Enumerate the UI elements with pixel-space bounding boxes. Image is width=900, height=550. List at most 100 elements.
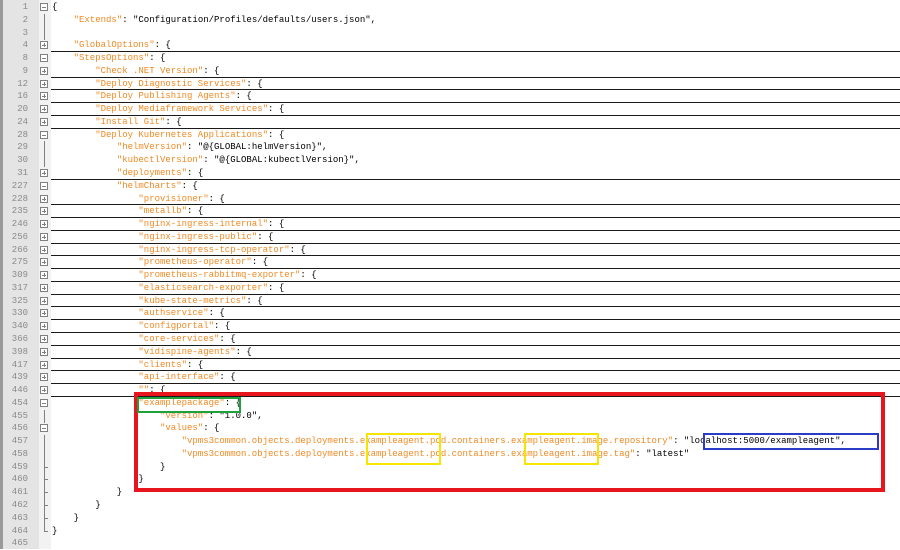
expand-fold-icon[interactable] bbox=[40, 207, 48, 216]
expand-fold-icon[interactable] bbox=[40, 220, 48, 229]
code-line[interactable]: 235 "metallb": { bbox=[0, 205, 900, 219]
collapse-fold-icon[interactable] bbox=[40, 130, 48, 139]
code-line[interactable]: 31 "deployments": { bbox=[0, 167, 900, 180]
code-line[interactable]: 246 "nginx-ingress-internal": { bbox=[0, 218, 900, 231]
code-line[interactable]: 458 "vpms3common.objects.deployments.exam… bbox=[0, 447, 900, 461]
folded-region-separator bbox=[51, 127, 900, 129]
expand-fold-icon[interactable] bbox=[40, 360, 48, 369]
code-text: "vidispine-agents": { bbox=[138, 346, 251, 359]
code-line[interactable]: 29 "helmVersion": "@{GLOBAL:helmVersion}"… bbox=[0, 141, 900, 155]
expand-fold-icon[interactable] bbox=[40, 117, 48, 126]
collapse-fold-icon[interactable] bbox=[40, 181, 48, 190]
code-line[interactable]: 2 "Extends": "Configuration/Profiles/defa… bbox=[0, 13, 900, 27]
line-number: 325 bbox=[11, 295, 28, 306]
code-line[interactable]: 30 "kubectlVersion": "@{GLOBAL:kubectlVer… bbox=[0, 154, 900, 168]
expand-fold-icon[interactable] bbox=[40, 386, 48, 395]
code-line[interactable]: 462} bbox=[0, 499, 900, 513]
code-line[interactable]: 3 bbox=[0, 26, 900, 40]
code-line[interactable]: 366 "core-services": { bbox=[0, 333, 900, 346]
code-line[interactable]: 446 "": { bbox=[0, 384, 900, 397]
collapse-fold-icon[interactable] bbox=[40, 398, 48, 407]
code-line[interactable]: 1{ bbox=[0, 1, 900, 14]
line-number: 446 bbox=[11, 385, 28, 396]
code-line[interactable]: 256 "nginx-ingress-public": { bbox=[0, 231, 900, 244]
expand-fold-icon[interactable] bbox=[40, 258, 48, 267]
code-line[interactable]: 461} bbox=[0, 486, 900, 500]
json-value: : "latest" bbox=[635, 448, 690, 459]
line-number: 20 bbox=[17, 104, 28, 115]
folded-region-separator bbox=[51, 332, 900, 334]
code-text: "Deploy Diagnostic Services": { bbox=[95, 78, 262, 91]
collapse-fold-icon[interactable] bbox=[40, 3, 48, 11]
expand-fold-icon[interactable] bbox=[40, 105, 48, 114]
expand-fold-icon[interactable] bbox=[40, 194, 48, 203]
code-text: "version": "1.0.0", bbox=[160, 410, 263, 423]
code-line[interactable]: 439 "api-interface": { bbox=[0, 371, 900, 385]
json-key: "elasticsearch-exporter" bbox=[138, 282, 269, 293]
code-line[interactable]: 12 "Deploy Diagnostic Services": { bbox=[0, 78, 900, 91]
json-value: : { bbox=[235, 346, 252, 357]
json-key: "StepsOptions" bbox=[73, 53, 150, 64]
expand-fold-icon[interactable] bbox=[40, 92, 48, 101]
code-line[interactable]: 340 "configportal": { bbox=[0, 320, 900, 334]
expand-fold-icon[interactable] bbox=[40, 373, 48, 382]
expand-fold-icon[interactable] bbox=[40, 245, 48, 254]
expand-fold-icon[interactable] bbox=[40, 283, 48, 292]
code-line[interactable]: 9 "Check .NET Version": { bbox=[0, 65, 900, 78]
collapse-fold-icon[interactable] bbox=[40, 54, 48, 63]
code-line[interactable]: 317 "elasticsearch-exporter": { bbox=[0, 282, 900, 295]
code-line[interactable]: 8 "StepsOptions": { bbox=[0, 52, 900, 65]
expand-fold-icon[interactable] bbox=[40, 79, 48, 88]
code-line[interactable]: 454 "examplepackage": { bbox=[0, 397, 900, 410]
code-line[interactable]: 457 "vpms3common.objects.deployments.exam… bbox=[0, 435, 900, 449]
code-line[interactable]: 459} bbox=[0, 460, 900, 474]
expand-fold-icon[interactable] bbox=[40, 335, 48, 344]
code-line[interactable]: 460} bbox=[0, 473, 900, 487]
code-line[interactable]: 398 "vidispine-agents": { bbox=[0, 346, 900, 359]
json-value: : { bbox=[268, 129, 285, 140]
line-number: 309 bbox=[11, 270, 28, 281]
code-line[interactable]: 16 "Deploy Publishing Agents": { bbox=[0, 90, 900, 104]
json-value: : "localhost:5000/exampleagent", bbox=[673, 436, 846, 447]
expand-fold-icon[interactable] bbox=[40, 271, 48, 280]
expand-fold-icon[interactable] bbox=[40, 232, 48, 241]
expand-fold-icon[interactable] bbox=[40, 296, 48, 305]
code-text: "vpms3common.objects.deployments.example… bbox=[182, 435, 846, 448]
collapse-fold-icon[interactable] bbox=[40, 424, 48, 433]
code-line[interactable]: 266 "nginx-ingress-tcp-operator": { bbox=[0, 244, 900, 257]
expand-fold-icon[interactable] bbox=[40, 41, 48, 50]
json-key: "Extends" bbox=[73, 14, 123, 25]
code-text: "Deploy Mediaframework Services": { bbox=[95, 103, 284, 116]
json-key: "prometheus-operator" bbox=[138, 257, 252, 268]
code-line[interactable]: 455 "version": "1.0.0", bbox=[0, 409, 900, 423]
code-line[interactable]: 417 "clients": { bbox=[0, 359, 900, 372]
line-number: 455 bbox=[11, 410, 28, 421]
line-number: 340 bbox=[11, 321, 28, 332]
folded-region-separator bbox=[51, 51, 900, 53]
code-line[interactable]: 309 "prometheus-rabbitmq-exporter": { bbox=[0, 269, 900, 282]
code-line[interactable]: 464} bbox=[0, 524, 900, 538]
code-line[interactable]: 228 "provisioner": { bbox=[0, 193, 900, 206]
expand-fold-icon[interactable] bbox=[40, 347, 48, 356]
folded-region-separator bbox=[51, 217, 900, 219]
expand-fold-icon[interactable] bbox=[40, 169, 48, 177]
code-line[interactable]: 330 "authservice": { bbox=[0, 307, 900, 321]
code-line[interactable]: 325 "kube-state-metrics": { bbox=[0, 295, 900, 308]
code-line[interactable]: 456 "values": { bbox=[0, 422, 900, 435]
code-line[interactable]: 28 "Deploy Kubernetes Applications": { bbox=[0, 129, 900, 142]
code-line[interactable]: 227 "helmCharts": { bbox=[0, 180, 900, 193]
code-line[interactable]: 463} bbox=[0, 511, 900, 525]
code-line[interactable]: 20 "Deploy Mediaframework Services": { bbox=[0, 103, 900, 116]
code-text: "Install Git": { bbox=[95, 116, 181, 129]
line-number: 12 bbox=[17, 78, 28, 89]
expand-fold-icon[interactable] bbox=[40, 66, 48, 75]
code-line[interactable]: 24 "Install Git": { bbox=[0, 116, 900, 129]
code-line[interactable]: 4 "GlobalOptions": { bbox=[0, 39, 900, 53]
code-text: "examplepackage": { bbox=[138, 397, 241, 410]
json-value: : "1.0.0", bbox=[208, 410, 263, 421]
code-line[interactable]: 465 bbox=[0, 537, 900, 550]
expand-fold-icon[interactable] bbox=[40, 309, 48, 318]
expand-fold-icon[interactable] bbox=[40, 322, 48, 331]
code-line[interactable]: 275 "prometheus-operator": { bbox=[0, 256, 900, 270]
